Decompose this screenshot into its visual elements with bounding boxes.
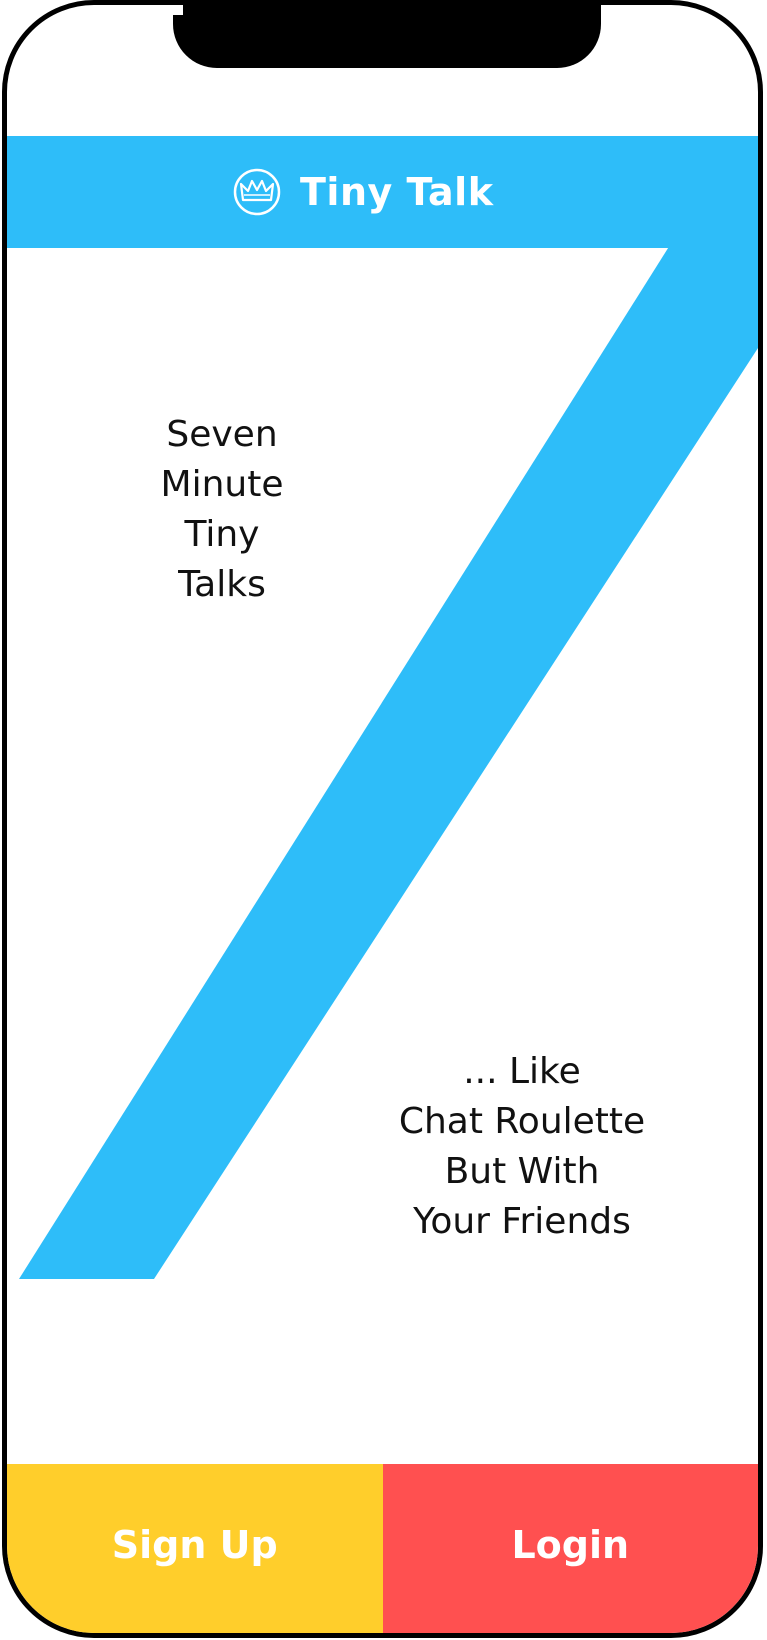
tagline-line: Seven xyxy=(166,414,278,455)
tagline-bottom: ... Like Chat Roulette But With Your Fri… xyxy=(352,1047,692,1247)
device-notch xyxy=(173,5,601,68)
tagline-line: Chat Roulette xyxy=(398,1101,646,1142)
app-header: Tiny Talk xyxy=(7,136,758,248)
tagline-line: Tiny xyxy=(184,514,260,555)
tagline-line: Minute xyxy=(160,464,284,505)
tagline-top: Seven Minute Tiny Talks xyxy=(97,410,347,610)
tagline-line: ... Like xyxy=(463,1051,581,1092)
brand[interactable]: Tiny Talk xyxy=(232,136,493,248)
sign-up-button[interactable]: Sign Up xyxy=(7,1464,383,1633)
login-button[interactable]: Login xyxy=(382,1464,758,1633)
auth-actions: Sign Up Login xyxy=(7,1464,758,1633)
tagline-line: But With xyxy=(444,1151,600,1192)
tagline-line: Talks xyxy=(178,564,266,605)
tagline-line: Your Friends xyxy=(413,1201,631,1242)
crown-icon xyxy=(233,168,281,216)
seven-graphic xyxy=(19,245,758,1279)
app-title: Tiny Talk xyxy=(300,170,494,214)
